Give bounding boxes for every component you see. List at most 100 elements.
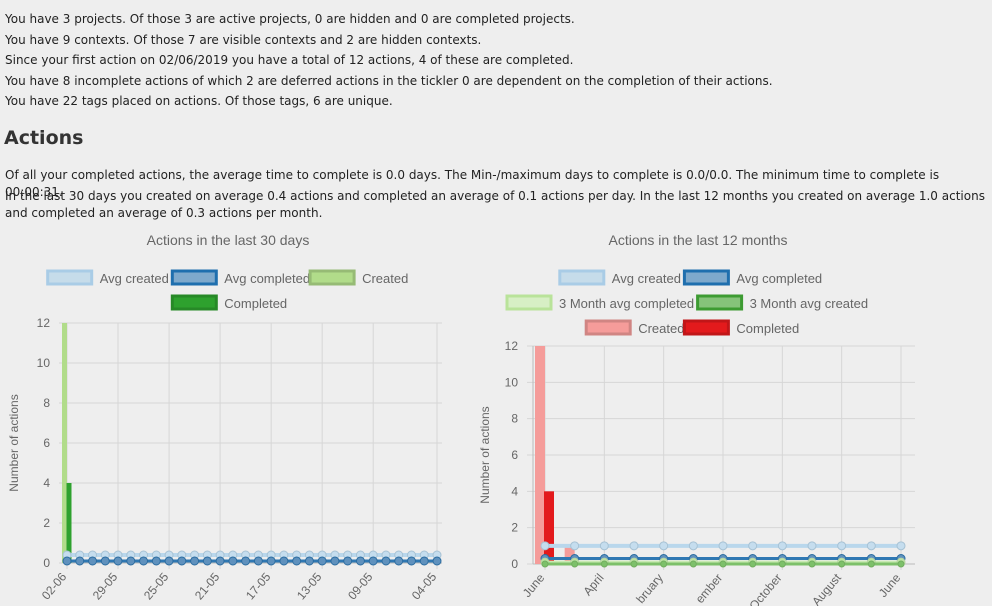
point-3-month-avg-created	[778, 560, 786, 568]
x-tick-label: June	[876, 571, 904, 600]
point-avg-created	[837, 541, 847, 551]
x-tick-label: bruary	[633, 571, 666, 606]
y-tick-label: 12	[505, 339, 519, 353]
point-avg-completed	[330, 556, 340, 566]
point-avg-created	[540, 541, 550, 551]
point-avg-completed	[419, 556, 429, 566]
point-avg-created	[629, 541, 639, 551]
point-avg-completed	[62, 556, 72, 566]
y-tick-label: 0	[511, 557, 518, 571]
point-avg-created	[896, 541, 906, 551]
legend-label: Completed	[736, 321, 799, 336]
point-3-month-avg-created	[541, 560, 549, 568]
point-avg-completed	[432, 556, 442, 566]
legend-label: Avg completed	[736, 271, 822, 286]
bar-completed	[544, 491, 554, 564]
x-tick-label: ember	[693, 571, 726, 606]
point-avg-completed	[343, 556, 353, 566]
point-avg-completed	[304, 556, 314, 566]
point-avg-completed	[190, 556, 200, 566]
legend-swatch	[170, 294, 218, 311]
point-avg-created	[570, 541, 580, 551]
legend-swatch	[584, 319, 632, 336]
point-3-month-avg-created	[838, 560, 846, 568]
bar-created	[564, 545, 575, 564]
x-tick-label: 13-05	[294, 570, 325, 603]
chart-title: Actions in the last 30 days	[147, 232, 310, 248]
y-tick-label: 10	[37, 356, 51, 370]
point-3-month-avg-created	[897, 560, 905, 568]
legend-swatch	[682, 269, 730, 286]
stat-tags: You have 22 tags placed on actions. Of t…	[5, 94, 393, 108]
x-tick-label: June	[520, 571, 548, 600]
legend-label: Completed	[224, 296, 287, 311]
x-tick-label: 21-05	[192, 570, 223, 603]
stat-first-action: Since your first action on 02/06/2019 yo…	[5, 53, 574, 67]
point-avg-created	[718, 541, 728, 551]
point-avg-completed	[113, 556, 123, 566]
point-avg-completed	[75, 556, 85, 566]
point-avg-completed	[266, 556, 276, 566]
point-3-month-avg-created	[808, 560, 816, 568]
legend-swatch	[308, 269, 356, 286]
point-avg-completed	[279, 556, 289, 566]
point-avg-completed	[177, 556, 187, 566]
point-avg-completed	[215, 556, 225, 566]
y-tick-label: 2	[43, 516, 50, 530]
point-avg-completed	[355, 556, 365, 566]
average-text: In the last 30 days you created on avera…	[5, 189, 985, 220]
point-avg-created	[777, 541, 787, 551]
bar-completed	[66, 483, 72, 563]
x-tick-label: 17-05	[243, 570, 274, 603]
y-tick-label: 8	[511, 412, 518, 426]
point-avg-completed	[406, 556, 416, 566]
x-tick-label: 29-05	[90, 570, 121, 603]
point-avg-completed	[368, 556, 378, 566]
legend-label: Avg created	[612, 271, 681, 286]
point-3-month-avg-created	[600, 560, 608, 568]
point-avg-completed	[100, 556, 110, 566]
legend-swatch	[46, 269, 94, 286]
bar-created	[62, 323, 67, 563]
y-axis-label: Number of actions	[478, 406, 492, 503]
point-avg-completed	[228, 556, 238, 566]
y-tick-label: 6	[511, 448, 518, 462]
point-3-month-avg-created	[660, 560, 668, 568]
point-avg-created	[659, 541, 669, 551]
y-tick-label: 10	[505, 375, 519, 389]
point-avg-completed	[88, 556, 98, 566]
stat-projects: You have 3 projects. Of those 3 are acti…	[5, 12, 575, 26]
y-tick-label: 2	[511, 521, 518, 535]
point-avg-completed	[317, 556, 327, 566]
bar-created	[535, 346, 545, 564]
legend-swatch	[682, 319, 730, 336]
stat-incomplete: You have 8 incomplete actions of which 2…	[5, 74, 773, 88]
y-tick-label: 4	[43, 476, 50, 490]
point-avg-completed	[164, 556, 174, 566]
point-avg-completed	[202, 556, 212, 566]
point-avg-completed	[151, 556, 161, 566]
point-avg-created	[866, 541, 876, 551]
x-tick-label: 25-05	[141, 570, 172, 603]
legend-label: Created	[362, 271, 408, 286]
stat-contexts: You have 9 contexts. Of those 7 are visi…	[5, 33, 482, 47]
point-avg-created	[688, 541, 698, 551]
point-3-month-avg-created	[749, 560, 757, 568]
legend-swatch	[170, 269, 218, 286]
legend-label: Avg created	[100, 271, 169, 286]
point-avg-completed	[253, 556, 263, 566]
legend-label: 3 Month avg completed	[559, 296, 694, 311]
x-tick-label: April	[580, 571, 606, 598]
point-avg-created	[807, 541, 817, 551]
point-3-month-avg-created	[719, 560, 727, 568]
completion-text: Of all your completed actions, the avera…	[5, 168, 940, 199]
actions-heading: Actions	[4, 127, 84, 149]
point-3-month-avg-created	[571, 560, 579, 568]
x-tick-label: 09-05	[345, 570, 376, 603]
legend-label: Avg completed	[224, 271, 310, 286]
point-3-month-avg-created	[689, 560, 697, 568]
y-axis-label: Number of actions	[7, 394, 21, 491]
y-tick-label: 0	[43, 556, 50, 570]
x-tick-label: 04-05	[409, 570, 440, 603]
